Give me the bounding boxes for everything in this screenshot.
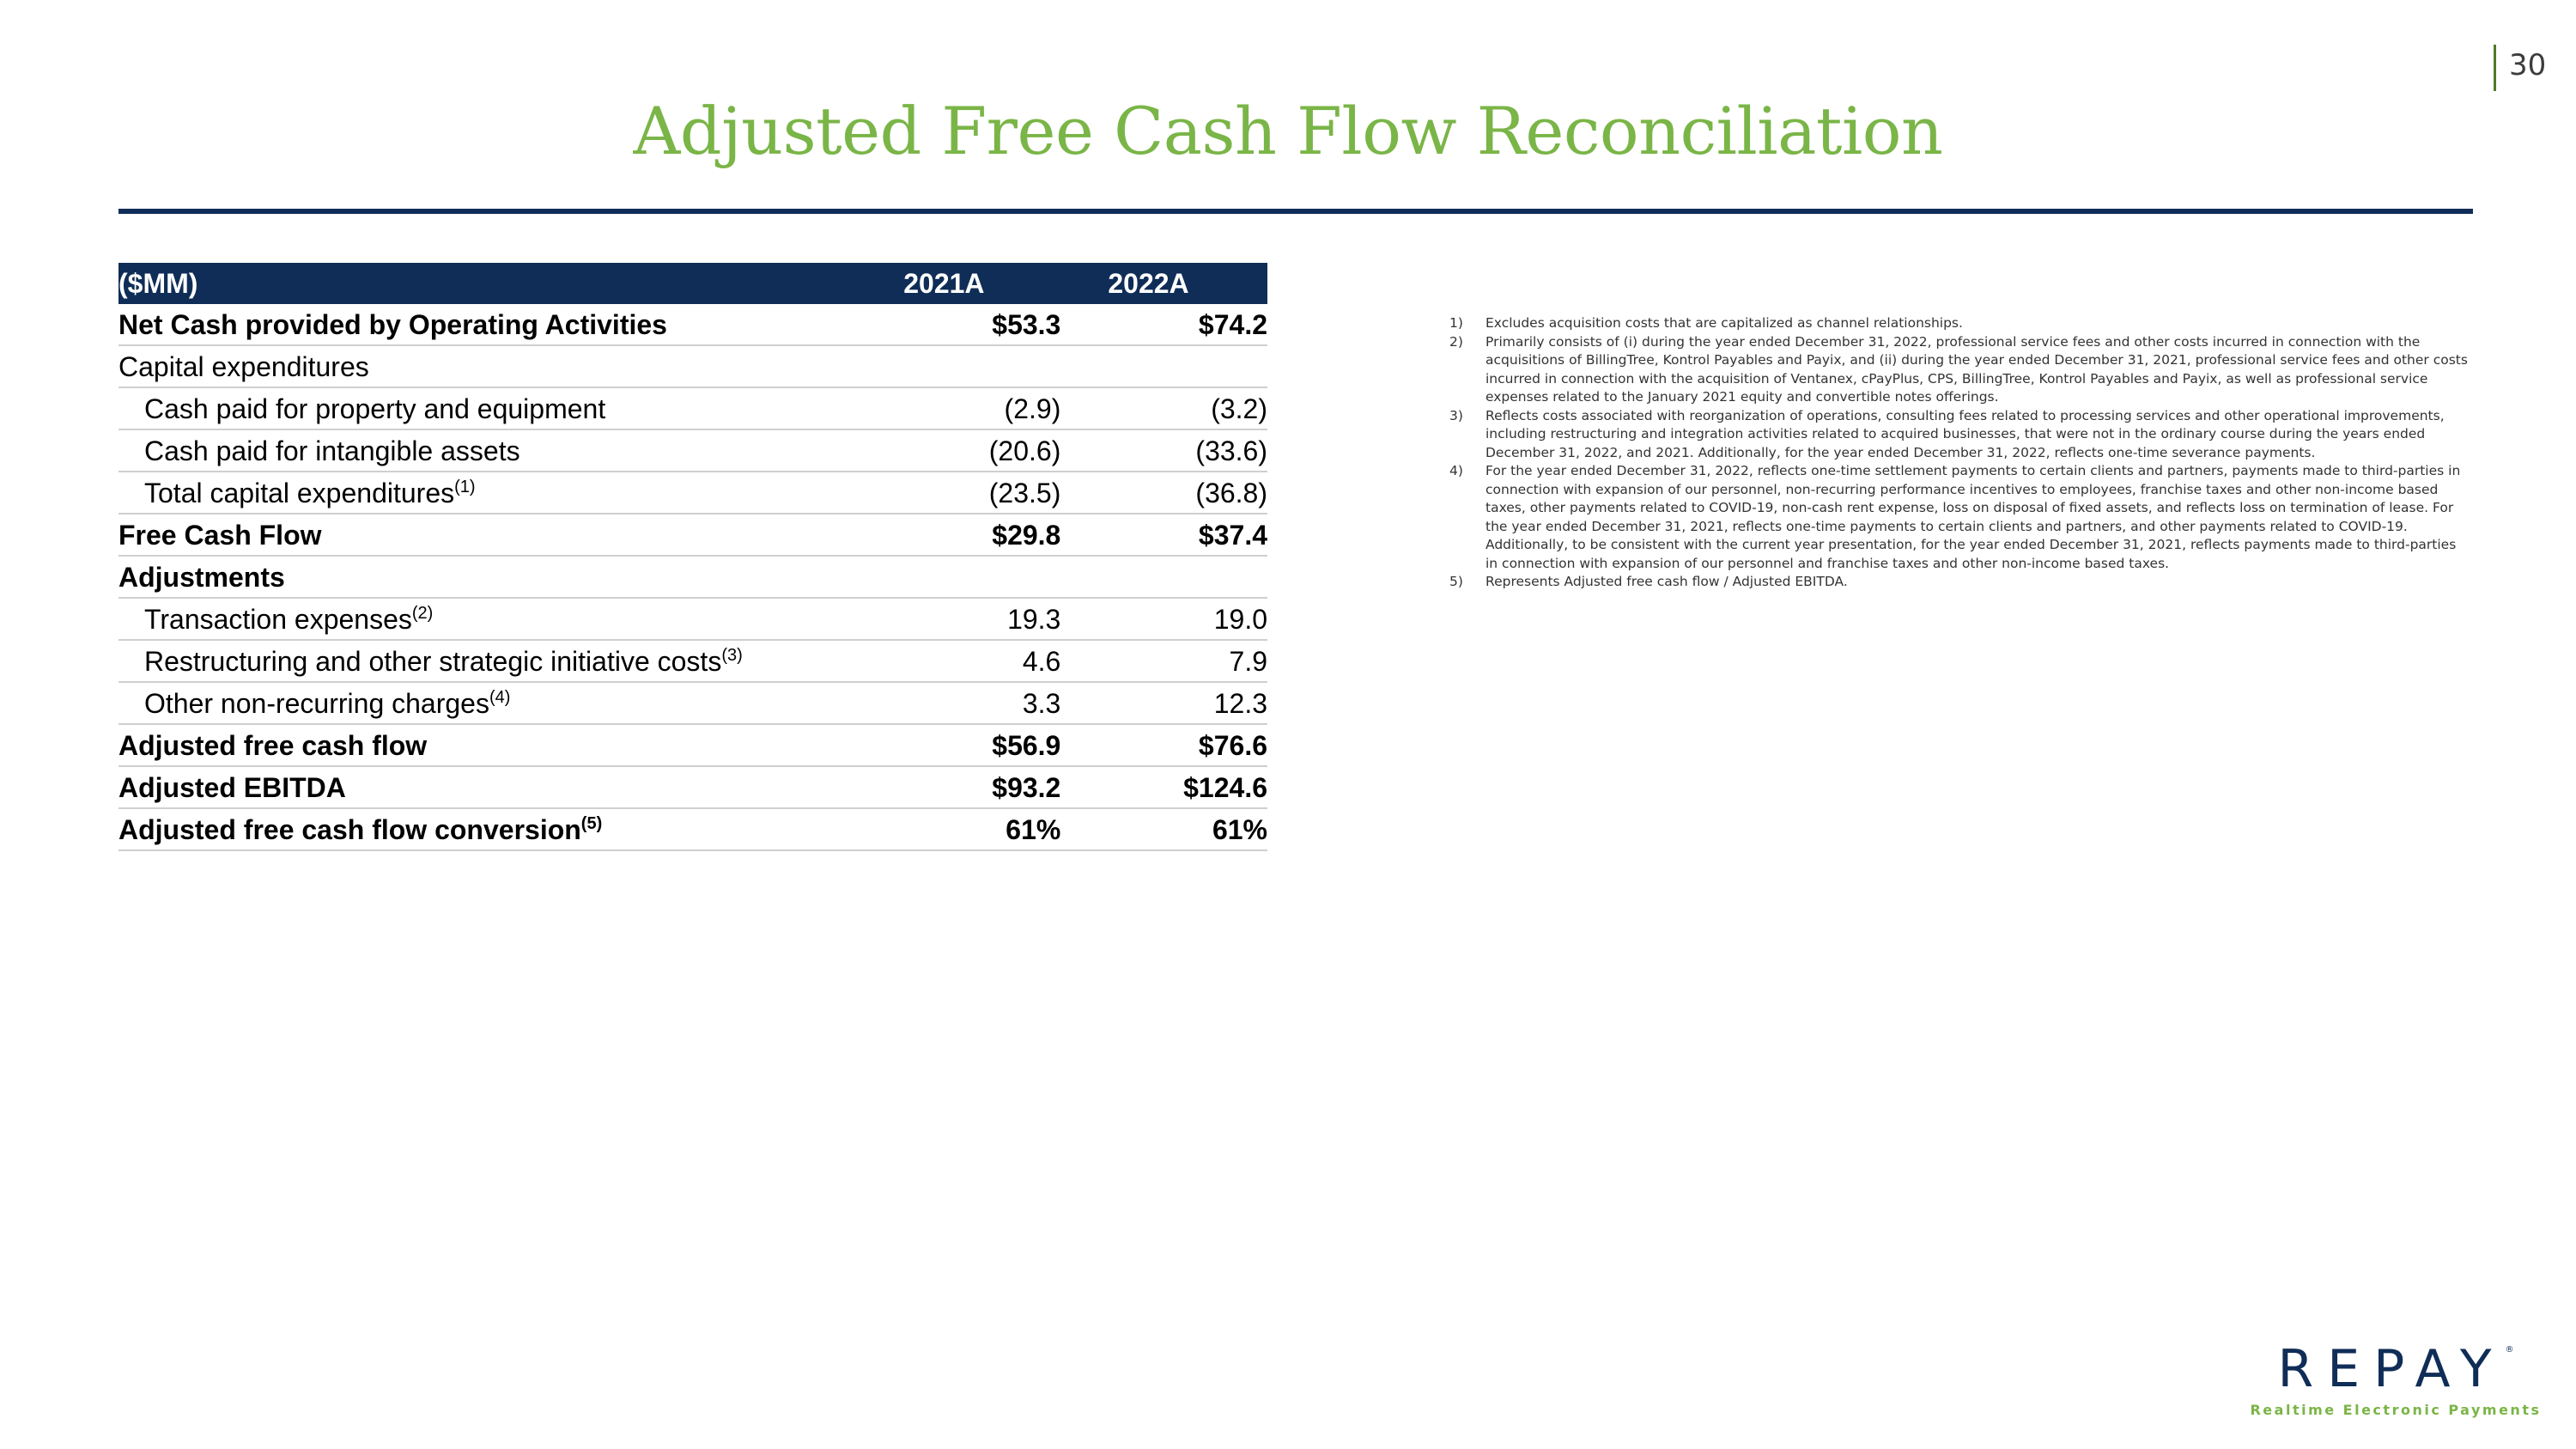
footnotes-list: 1) Excludes acquisition costs that are ca… — [1449, 314, 2471, 592]
value-2021 — [800, 556, 1061, 599]
row-label: Adjusted free cash flow conversion(5) — [118, 808, 801, 851]
value-2022: 12.3 — [1060, 682, 1267, 725]
footnote-number: 1) — [1449, 315, 1463, 331]
row-label: Cash paid for intangible assets — [118, 429, 801, 472]
footnote-text: Reflects costs associated with reorganiz… — [1485, 407, 2445, 460]
row-label: Adjusted EBITDA — [118, 766, 801, 809]
title-underline — [118, 209, 2473, 214]
footnote-text: For the year ended December 31, 2022, re… — [1485, 463, 2461, 571]
value-2022: 61% — [1060, 808, 1267, 851]
logo-tagline: Realtime Electronic Payments — [2250, 1402, 2542, 1418]
footnote-text: Primarily consists of (i) during the yea… — [1485, 333, 2468, 405]
page-number-divider — [2494, 45, 2496, 91]
row-label: Transaction expenses(2) — [118, 598, 801, 641]
header-2021: 2021A — [800, 263, 1061, 304]
row-label: Restructuring and other strategic initia… — [118, 640, 801, 683]
value-2022: $124.6 — [1060, 766, 1267, 809]
footnote-number: 5) — [1449, 574, 1463, 589]
value-2021: $56.9 — [800, 724, 1061, 767]
page-title: Adjusted Free Cash Flow Reconciliation — [633, 93, 1943, 169]
row-label: Cash paid for property and equipment — [118, 387, 801, 430]
table-row: Transaction expenses(2) 19.3 19.0 — [118, 598, 1267, 641]
value-2021: (2.9) — [800, 387, 1061, 430]
repay-logo: REPAY® Realtime Electronic Payments — [2250, 1323, 2542, 1418]
page-number: 30 — [2509, 48, 2547, 82]
value-2021: 19.3 — [800, 598, 1061, 641]
table-row: Adjusted free cash flow conversion(5) 61%… — [118, 808, 1267, 851]
value-2021: 3.3 — [800, 682, 1061, 725]
row-label: Adjusted free cash flow — [118, 724, 801, 767]
value-2022 — [1060, 556, 1267, 599]
value-2021: 61% — [800, 808, 1061, 851]
table-body: Net Cash provided by Operating Activitie… — [118, 304, 1267, 851]
value-2022: 19.0 — [1060, 598, 1267, 641]
table-row: Adjustments — [118, 556, 1267, 599]
table-row: Adjusted free cash flow $56.9 $76.6 — [118, 724, 1267, 767]
footnote-text: Represents Adjusted free cash flow / Adj… — [1485, 574, 1848, 589]
footnote-text: Excludes acquisition costs that are capi… — [1485, 315, 1963, 331]
value-2021: (20.6) — [800, 429, 1061, 472]
table-row: Cash paid for property and equipment (2.9… — [118, 387, 1267, 430]
value-2022: (36.8) — [1060, 472, 1267, 514]
row-label: Free Cash Flow — [118, 514, 801, 557]
footnote-number: 2) — [1449, 333, 1463, 350]
table-row: Other non-recurring charges(4) 3.3 12.3 — [118, 682, 1267, 725]
value-2022 — [1060, 345, 1267, 388]
row-label: Total capital expenditures(1) — [118, 472, 801, 514]
value-2022: 7.9 — [1060, 640, 1267, 683]
reconciliation-table: ($MM) 2021A 2022A Net Cash provided by O… — [118, 263, 1267, 851]
footnote-item: 5) Represents Adjusted free cash flow / A… — [1449, 573, 2471, 592]
value-2021 — [800, 345, 1061, 388]
header-units: ($MM) — [118, 263, 801, 304]
table-header-row: ($MM) 2021A 2022A — [118, 263, 1267, 304]
footnote-number: 4) — [1449, 463, 1463, 478]
value-2022: (33.6) — [1060, 429, 1267, 472]
table-row: Capital expenditures — [118, 345, 1267, 388]
footnote-item: 1) Excludes acquisition costs that are ca… — [1449, 314, 2471, 333]
value-2022: $74.2 — [1060, 304, 1267, 346]
value-2022: $76.6 — [1060, 724, 1267, 767]
table-row: Total capital expenditures(1) (23.5) (36.8… — [118, 472, 1267, 514]
table-row: Adjusted EBITDA $93.2 $124.6 — [118, 766, 1267, 809]
footnote-marker: (5) — [580, 813, 603, 833]
header-2022: 2022A — [1060, 263, 1267, 304]
value-2021: $93.2 — [800, 766, 1061, 809]
row-label: Net Cash provided by Operating Activitie… — [118, 304, 801, 346]
row-label: Capital expenditures — [118, 345, 801, 388]
value-2021: (23.5) — [800, 472, 1061, 514]
footnote-marker: (3) — [721, 645, 743, 665]
footnote-marker: (2) — [411, 603, 434, 623]
footnote-marker: (1) — [454, 477, 476, 496]
footnote-item: 3) Reflects costs associated with reorgan… — [1449, 407, 2471, 463]
value-2022: $37.4 — [1060, 514, 1267, 557]
value-2021: 4.6 — [800, 640, 1061, 683]
value-2021: $29.8 — [800, 514, 1061, 557]
row-label: Other non-recurring charges(4) — [118, 682, 801, 725]
value-2022: (3.2) — [1060, 387, 1267, 430]
footnote-item: 2) Primarily consists of (i) during the y… — [1449, 333, 2471, 407]
table-row: Net Cash provided by Operating Activitie… — [118, 304, 1267, 346]
table-row: Cash paid for intangible assets (20.6) (33… — [118, 429, 1267, 472]
table-row: Restructuring and other strategic initia… — [118, 640, 1267, 683]
row-label: Adjustments — [118, 556, 801, 599]
footnote-number: 3) — [1449, 407, 1463, 423]
footnote-marker: (4) — [489, 687, 511, 707]
logo-wordmark: REPAY® — [2277, 1339, 2514, 1399]
value-2021: $53.3 — [800, 304, 1061, 346]
footnote-item: 4) For the year ended December 31, 2022, … — [1449, 462, 2471, 573]
table-row: Free Cash Flow $29.8 $37.4 — [118, 514, 1267, 557]
